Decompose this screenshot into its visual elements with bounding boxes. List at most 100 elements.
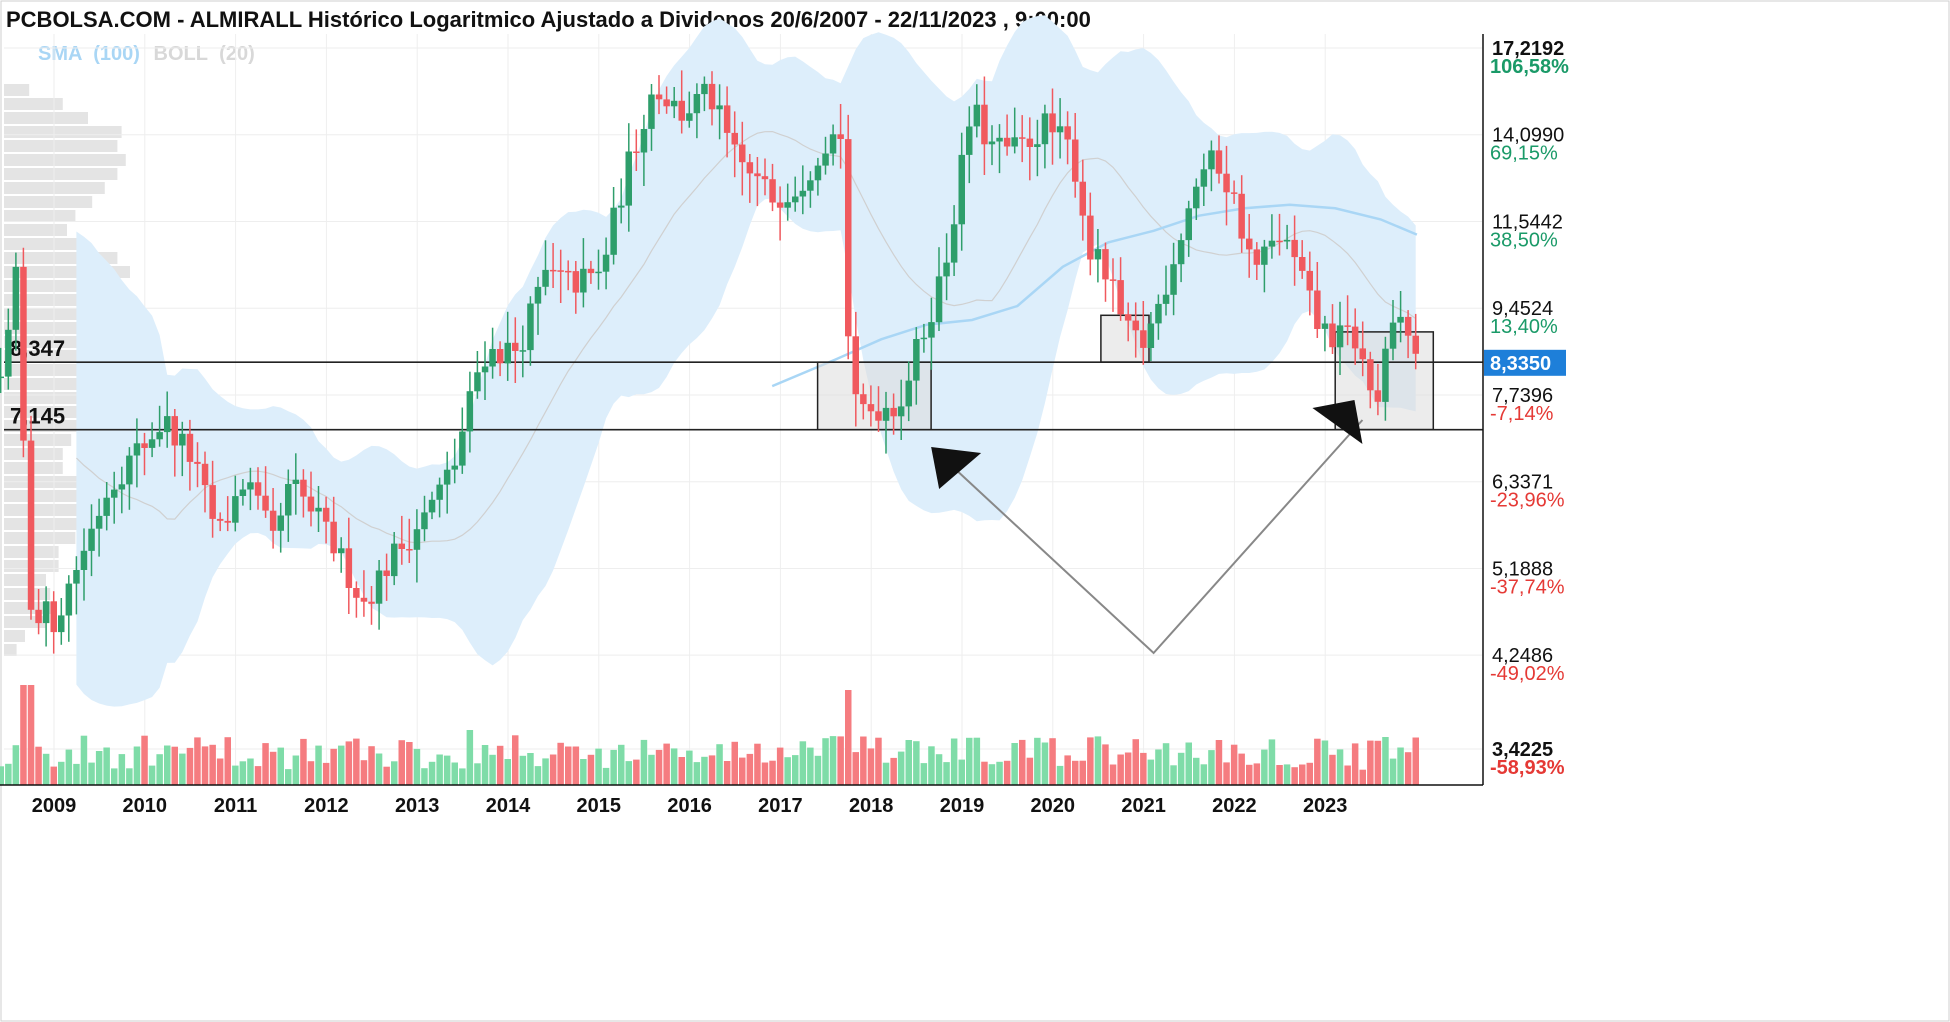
volume-bar <box>693 762 701 785</box>
volume-bar <box>504 759 511 785</box>
candle-body <box>277 515 284 531</box>
candle-body <box>587 268 595 274</box>
y-tick-percent: 13,40% <box>1490 316 1558 338</box>
candle-body <box>1261 246 1268 265</box>
candle-body <box>1064 126 1071 140</box>
volume-profile-bar <box>4 630 25 642</box>
candle-body <box>988 141 996 145</box>
candle-body <box>1344 325 1351 327</box>
arrow-shaft <box>957 419 1364 655</box>
candle-body <box>1299 257 1306 271</box>
candle-body <box>1087 215 1094 260</box>
y-tick-percent: 69,15% <box>1490 143 1558 165</box>
volume-bar <box>1321 740 1329 785</box>
y-tick-label: 5,1888 <box>1492 558 1553 580</box>
candle-body <box>1412 335 1419 354</box>
candle-body <box>1291 239 1298 258</box>
candle-body <box>1170 264 1177 295</box>
volume-bar <box>1117 754 1124 785</box>
candle-body <box>527 303 534 351</box>
volume-bar <box>860 736 867 785</box>
candle-body <box>580 268 587 293</box>
volume-profile-bar <box>4 490 93 502</box>
volume-bar <box>663 743 670 785</box>
candle-body <box>1336 325 1344 348</box>
y-tick-percent: 38,50% <box>1490 229 1558 251</box>
volume-bar <box>943 762 950 785</box>
volume-profile-bar <box>4 518 93 530</box>
x-tick-label: 2023 <box>1303 795 1348 817</box>
candle-body <box>322 507 330 522</box>
candle-body <box>625 151 632 206</box>
volume-bar <box>285 769 292 785</box>
volume-bar <box>232 765 239 785</box>
volume-bar <box>761 762 769 785</box>
volume-bar <box>769 760 776 785</box>
x-tick-label: 2013 <box>395 795 440 817</box>
volume-bar <box>602 767 610 785</box>
candle-body <box>1397 316 1404 323</box>
x-tick-label: 2020 <box>1031 795 1076 817</box>
candle-body <box>1314 290 1321 329</box>
volume-bar <box>746 753 754 785</box>
volume-bar <box>156 754 163 785</box>
candle-body <box>50 601 57 633</box>
indicator-lines <box>75 130 1418 544</box>
candle-body <box>383 570 390 576</box>
volume-bar <box>610 749 617 785</box>
volume-bar <box>1215 740 1223 785</box>
candle-body <box>693 94 701 114</box>
volume-bar <box>739 757 746 785</box>
x-tick-label: 2017 <box>758 795 803 817</box>
volume-bar <box>194 737 201 785</box>
bollinger-middle-line <box>75 130 1417 544</box>
volume-profile-bar <box>4 532 76 544</box>
volume-bar <box>1283 764 1291 785</box>
volume-bar <box>1299 764 1306 785</box>
candle-body <box>1215 150 1223 174</box>
volume-profile-bar <box>4 154 126 166</box>
candle-body <box>375 570 383 604</box>
arrow-head-left <box>931 447 982 489</box>
candle-body <box>171 416 178 446</box>
volume-bar <box>875 737 882 785</box>
volume-bar <box>519 755 527 785</box>
candle-body <box>708 83 716 110</box>
volume-bar <box>1162 743 1170 785</box>
volume-bar <box>254 766 262 785</box>
volume-bar <box>1253 763 1261 785</box>
volume-bar <box>1140 752 1147 785</box>
volume-bar <box>12 745 20 785</box>
candle-body <box>496 349 504 364</box>
candle-body <box>73 570 80 584</box>
candle-body <box>557 270 564 272</box>
volume-bar <box>996 761 1003 785</box>
highlight-box <box>816 361 932 431</box>
candle-body <box>1094 249 1102 260</box>
candle-body <box>966 126 973 155</box>
volume-bar <box>1056 765 1064 785</box>
boll-legend-param: (20) <box>219 43 255 65</box>
volume-bar <box>852 752 859 785</box>
volume-bar <box>1019 739 1026 785</box>
x-tick-label: 2022 <box>1212 795 1257 817</box>
candle-body <box>1238 193 1245 239</box>
volume-bar <box>549 754 557 785</box>
candle-body <box>1208 150 1215 170</box>
volume-bar <box>1079 760 1086 785</box>
volume-profile-bar <box>4 588 51 600</box>
volume-bar <box>913 741 920 785</box>
candle-body <box>640 129 648 153</box>
candle-body <box>451 465 458 470</box>
volume-bar <box>141 735 148 785</box>
y-tick-label: 9,4524 <box>1492 298 1553 320</box>
volume-profile-bar <box>4 434 72 446</box>
candle-body <box>602 254 610 272</box>
candle-body <box>58 615 65 633</box>
volume-bar <box>512 735 519 785</box>
candle-body <box>201 463 209 486</box>
volume-bar <box>935 754 943 785</box>
candle-body <box>504 342 511 364</box>
y-tick-label: 4,2486 <box>1492 645 1553 667</box>
